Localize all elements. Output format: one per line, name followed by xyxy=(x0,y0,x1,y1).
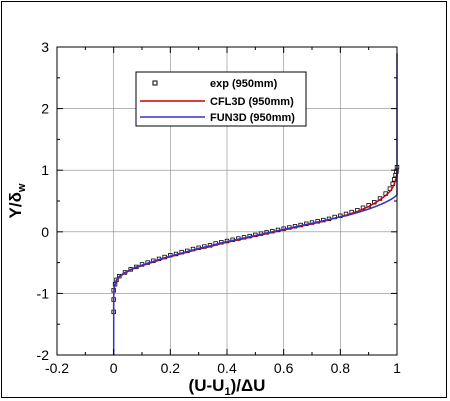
x-axis-label-subscript: 1 xyxy=(224,386,230,398)
x-tick-label: 0.4 xyxy=(217,360,237,376)
legend: exp (950mm) CFL3D (950mm) FUN3D (950mm) xyxy=(135,71,307,127)
y-tick-label: -1 xyxy=(37,285,50,301)
x-tick-label: 1 xyxy=(393,360,401,376)
x-tick-label: 0.2 xyxy=(161,360,181,376)
y-tick-label: -2 xyxy=(37,347,50,363)
x-tick-labels: -0.2 0 0.2 0.4 0.6 0.8 1 xyxy=(45,360,401,376)
x-tick-label: -0.2 xyxy=(45,360,69,376)
y-axis-label-base: Y/δ xyxy=(6,192,25,218)
y-tick-label: 2 xyxy=(41,101,49,117)
y-tick-label: 1 xyxy=(41,162,49,178)
x-axis-label: (U-U1)/ΔU xyxy=(189,376,266,398)
x-tick-label: 0.8 xyxy=(331,360,351,376)
y-tick-label: 0 xyxy=(41,224,49,240)
x-axis-label-base: (U-U xyxy=(189,376,225,395)
x-axis-label-tail: )/ΔU xyxy=(231,376,266,395)
x-tick-label: 0 xyxy=(110,360,118,376)
axis-ticks xyxy=(56,46,398,356)
legend-label-exp: exp (950mm) xyxy=(210,78,278,90)
y-axis-label-subscript: w xyxy=(16,183,28,193)
y-tick-label: 3 xyxy=(41,39,49,55)
legend-label-fun3d: FUN3D (950mm) xyxy=(210,112,295,124)
y-axis-label: Y/δw xyxy=(6,183,28,218)
x-tick-label: 0.6 xyxy=(274,360,294,376)
legend-label-cfl3d: CFL3D (950mm) xyxy=(210,96,294,108)
series-markers-exp xyxy=(111,164,400,315)
legend-marker-exp xyxy=(152,80,158,86)
y-tick-labels: -2 -1 0 1 2 3 xyxy=(37,39,50,363)
series-line-fun3d xyxy=(112,53,398,355)
series-layer xyxy=(111,53,400,355)
